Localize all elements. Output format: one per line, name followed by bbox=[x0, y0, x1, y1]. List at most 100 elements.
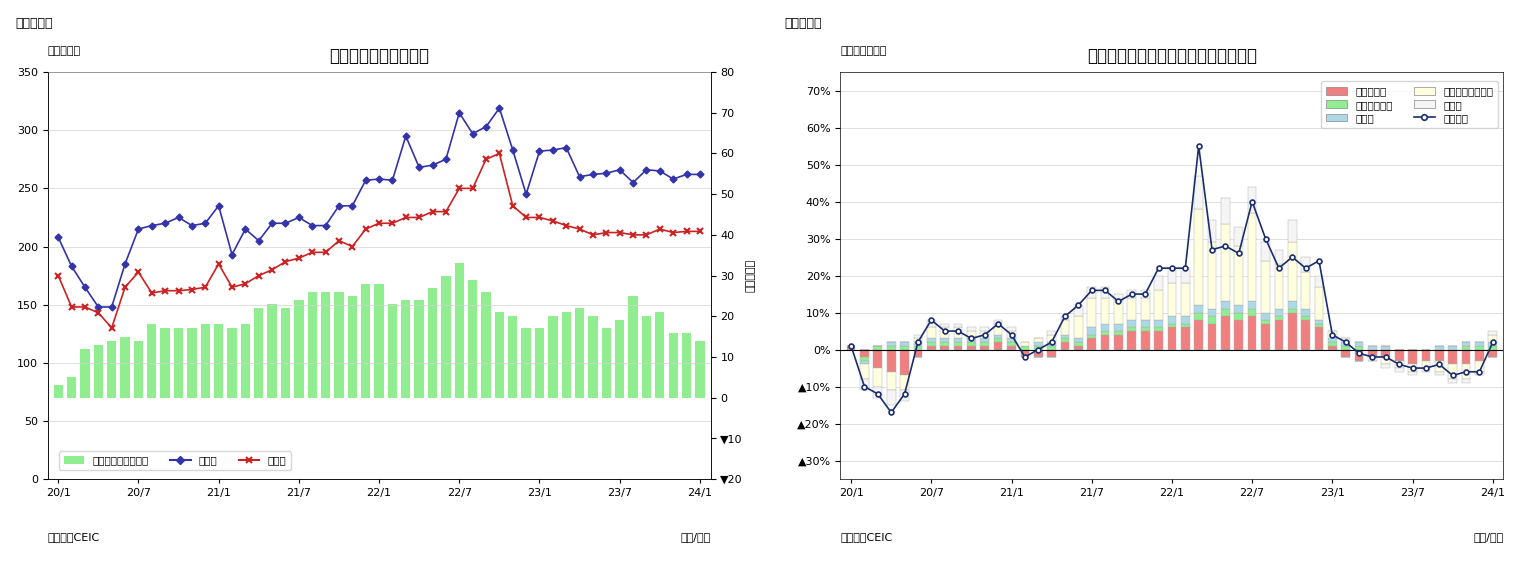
Bar bbox=[695, 341, 704, 398]
Bar bbox=[93, 345, 104, 398]
輸出合計 bbox=[1096, 287, 1114, 294]
Bar bbox=[507, 316, 518, 398]
Bar bbox=[1007, 346, 1017, 350]
Bar bbox=[1381, 350, 1390, 357]
輸出合計 bbox=[1216, 243, 1234, 250]
Bar bbox=[1154, 275, 1163, 291]
Bar bbox=[642, 316, 651, 398]
Bar bbox=[1489, 342, 1497, 346]
輸出合計 bbox=[1190, 143, 1209, 149]
Bar bbox=[616, 320, 625, 398]
Bar bbox=[387, 304, 398, 398]
Bar bbox=[1047, 335, 1056, 342]
Bar bbox=[255, 308, 264, 398]
Bar bbox=[1114, 324, 1123, 331]
Bar bbox=[1128, 331, 1137, 350]
Bar bbox=[1462, 342, 1471, 346]
Bar bbox=[860, 361, 869, 364]
Bar bbox=[1195, 305, 1202, 312]
Bar bbox=[1462, 364, 1471, 379]
Bar bbox=[1195, 312, 1202, 320]
Bar bbox=[1154, 291, 1163, 320]
Bar bbox=[588, 316, 597, 398]
Bar bbox=[1381, 346, 1390, 350]
Bar bbox=[913, 346, 922, 350]
Bar bbox=[1128, 291, 1137, 298]
輸出合計 bbox=[1015, 353, 1033, 360]
Bar bbox=[901, 375, 908, 390]
Bar bbox=[1207, 309, 1216, 316]
Bar bbox=[1248, 316, 1256, 350]
Bar bbox=[1489, 331, 1497, 335]
Bar bbox=[201, 324, 210, 398]
Bar bbox=[1248, 187, 1256, 212]
輸出合計 bbox=[1309, 257, 1327, 264]
Bar bbox=[1167, 324, 1177, 328]
Bar bbox=[994, 338, 1003, 342]
Bar bbox=[1021, 350, 1029, 357]
Bar bbox=[375, 284, 384, 398]
Bar bbox=[1315, 320, 1323, 324]
Bar bbox=[1436, 372, 1443, 375]
Bar bbox=[1167, 316, 1177, 324]
Bar bbox=[1448, 346, 1457, 350]
Text: （前年同月比）: （前年同月比） bbox=[840, 46, 887, 56]
Bar bbox=[1047, 346, 1056, 350]
Bar bbox=[860, 379, 869, 390]
輸出合計 bbox=[1430, 361, 1448, 368]
Bar bbox=[927, 346, 936, 350]
Bar bbox=[1301, 309, 1311, 316]
Bar bbox=[860, 350, 869, 357]
Bar bbox=[401, 300, 410, 398]
Line: 輸出合計: 輸出合計 bbox=[849, 144, 1495, 415]
Bar bbox=[549, 316, 558, 398]
Bar bbox=[940, 338, 949, 342]
Bar bbox=[1394, 350, 1404, 361]
Bar bbox=[1195, 209, 1202, 305]
輸出合計 bbox=[1042, 339, 1061, 346]
Bar bbox=[1248, 301, 1256, 309]
輸出合計 bbox=[1163, 265, 1181, 271]
輸出合計 bbox=[908, 339, 927, 346]
Bar bbox=[1327, 338, 1337, 342]
Bar bbox=[1074, 342, 1082, 346]
Bar bbox=[1114, 335, 1123, 350]
Bar bbox=[1248, 309, 1256, 316]
Bar bbox=[1181, 283, 1190, 316]
輸出合計 bbox=[1149, 265, 1167, 271]
輸出合計 bbox=[1029, 346, 1047, 353]
Bar bbox=[1436, 361, 1443, 372]
Bar bbox=[575, 308, 584, 398]
Bar bbox=[1088, 335, 1096, 338]
Bar bbox=[1234, 228, 1244, 246]
Bar bbox=[1341, 346, 1350, 350]
輸出合計 bbox=[1443, 372, 1462, 379]
Bar bbox=[1274, 320, 1283, 350]
Bar bbox=[1114, 294, 1123, 301]
Bar bbox=[1221, 198, 1230, 224]
Bar bbox=[1207, 324, 1216, 350]
Bar bbox=[1315, 275, 1323, 287]
Bar bbox=[860, 364, 869, 379]
Bar bbox=[1033, 342, 1042, 346]
Bar bbox=[901, 342, 908, 346]
Bar bbox=[887, 346, 896, 350]
Bar bbox=[1181, 328, 1190, 350]
Bar bbox=[1033, 350, 1042, 357]
Bar bbox=[1394, 361, 1404, 368]
Bar bbox=[1448, 350, 1457, 364]
Bar bbox=[1408, 350, 1417, 364]
Bar bbox=[334, 292, 343, 398]
Bar bbox=[1262, 324, 1269, 350]
Bar bbox=[442, 275, 451, 398]
輸出合計 bbox=[1323, 332, 1341, 338]
Bar bbox=[1234, 320, 1244, 350]
Bar bbox=[241, 324, 250, 398]
Bar bbox=[913, 350, 922, 357]
Bar bbox=[1181, 268, 1190, 283]
Bar bbox=[1327, 342, 1337, 346]
Bar bbox=[1007, 331, 1017, 338]
Bar bbox=[187, 328, 197, 398]
Bar bbox=[1128, 328, 1137, 331]
輸出合計 bbox=[896, 391, 914, 397]
